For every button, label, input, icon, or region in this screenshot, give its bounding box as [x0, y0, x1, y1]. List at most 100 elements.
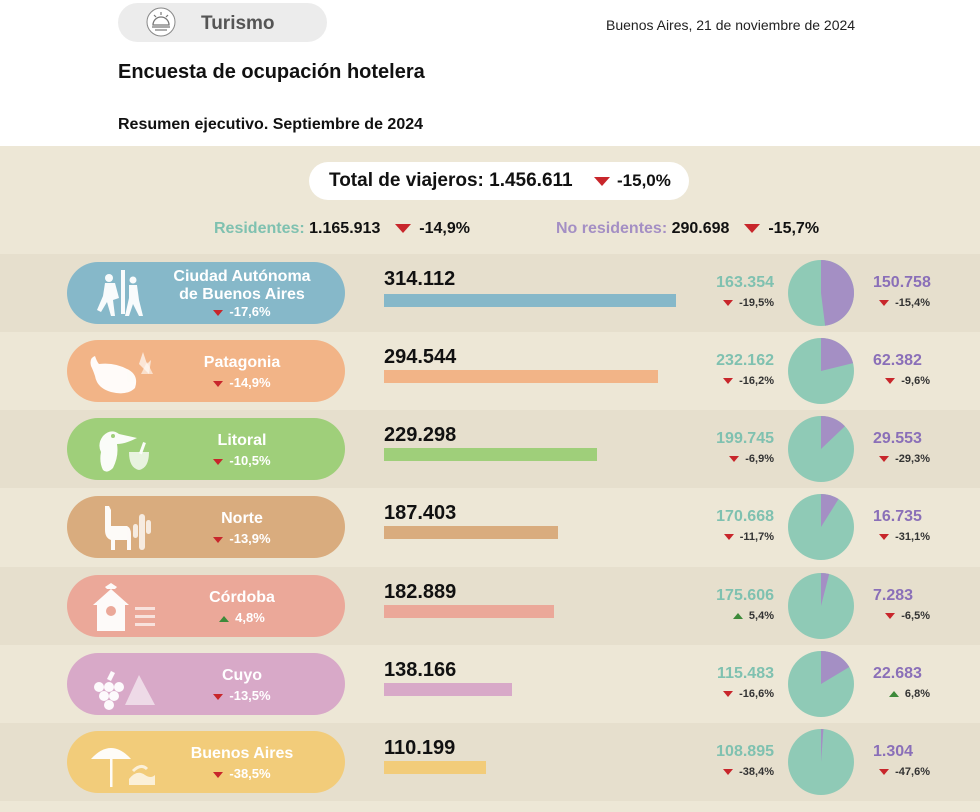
region-row: Córdoba 4,8% 182.889 175.606 5,4% 7.283 -6,5% — [0, 567, 980, 645]
region-pill: Cuyo -13,5% — [67, 653, 345, 715]
down-arrow-icon — [743, 224, 760, 234]
report-date: Buenos Aires, 21 de noviembre de 2024 — [606, 17, 856, 33]
residents-variation-value: -16,2% — [739, 375, 774, 387]
down-arrow-icon — [213, 693, 224, 700]
region-pill: Litoral -10,5% — [67, 418, 345, 480]
region-pie-chart — [788, 494, 854, 560]
residents-label: Residentes: — [214, 220, 305, 237]
residents-variation: -6,9% — [700, 453, 774, 465]
total-travelers-variation: -15,0% — [617, 171, 671, 190]
nonresidents-variation-value: -6,5% — [901, 610, 930, 622]
down-arrow-icon — [723, 378, 734, 385]
residents-variation-value: -16,6% — [739, 688, 774, 700]
region-row: Patagonia -14,9% 294.544 232.162 -16,2% 62.38… — [0, 332, 980, 410]
pie-slice-nonresidents — [821, 651, 850, 684]
region-variation-value: -13,5% — [229, 688, 271, 703]
pie-slice-nonresidents — [821, 338, 854, 371]
region-name: Litoral — [217, 432, 267, 449]
down-arrow-icon — [885, 378, 896, 385]
region-name: Ciudad Autónoma de Buenos Aires — [173, 268, 311, 303]
page-title: Encuesta de ocupación hotelera — [118, 61, 425, 83]
region-row: Norte -13,9% 187.403 170.668 -11,7% 16.735 -31… — [0, 488, 980, 566]
nonresidents-value: 62.382 — [873, 352, 922, 369]
region-total-value: 187.403 — [384, 502, 457, 524]
nonresidents-variation: -31,1% — [870, 531, 930, 543]
region-row: Buenos Aires -38,5% 110.199 108.895 -38,4% 1.… — [0, 723, 980, 801]
nonresidents-value: 150.758 — [873, 274, 931, 291]
region-pie-chart — [788, 651, 854, 717]
region-bar — [384, 683, 513, 696]
nonresidents-variation-value: -47,6% — [895, 766, 930, 778]
up-arrow-icon — [732, 613, 743, 620]
summary-panel: Total de viajeros: 1.456.611 -15,0% Resi… — [0, 146, 980, 812]
down-arrow-icon — [213, 458, 224, 465]
pie-slice-nonresidents — [821, 573, 830, 606]
residents-variation: -11,7% — [700, 531, 774, 543]
residents-variation: -19,5% — [700, 297, 774, 309]
nonresidents-variation: -29,3% — [870, 453, 930, 465]
down-arrow-icon — [879, 769, 890, 776]
region-pie-chart — [788, 729, 854, 795]
residents-value: 163.354 — [716, 274, 774, 291]
region-bar — [384, 370, 658, 383]
region-pill: Patagonia -14,9% — [67, 340, 345, 402]
region-variation-value: -13,9% — [229, 531, 271, 546]
up-arrow-icon — [219, 615, 230, 622]
nonresidents-variation-value: -29,3% — [895, 453, 930, 465]
nonresidents-value: 29.553 — [873, 430, 922, 447]
down-arrow-icon — [723, 769, 734, 776]
total-travelers-label: Total de viajeros: 1.456.611 — [329, 170, 573, 191]
nonresidents-variation-value: 6,8% — [904, 688, 930, 700]
residents-variation-value: -38,4% — [739, 766, 774, 778]
pie-slice-nonresidents — [821, 729, 824, 762]
region-variation: -13,5% — [157, 688, 327, 703]
up-arrow-icon — [888, 691, 899, 698]
region-variation-value: -10,5% — [229, 453, 271, 468]
nonresidents-variation-value: -9,6% — [901, 375, 930, 387]
region-pie-chart — [788, 338, 854, 404]
region-total-value: 138.166 — [384, 659, 457, 681]
residents-value: 170.668 — [716, 508, 774, 525]
region-pill: Norte -13,9% — [67, 496, 345, 558]
residents-value: 115.483 — [717, 665, 774, 682]
down-arrow-icon — [723, 300, 734, 307]
residents-value: 232.162 — [716, 352, 774, 369]
region-variation-value: -17,6% — [229, 304, 271, 319]
region-name: Córdoba — [209, 589, 275, 606]
birdhouse-icon — [93, 583, 155, 631]
down-arrow-icon — [394, 224, 411, 234]
pie-slice-nonresidents — [821, 260, 854, 326]
residents-value: 1.165.913 — [309, 220, 381, 237]
pie-slice-nonresidents — [821, 494, 839, 527]
region-row: Ciudad Autónoma de Buenos Aires -17,6% 314… — [0, 254, 980, 332]
nonresidents-variation-value: -15,4% — [895, 297, 930, 309]
nonresidents-value: 1.304 — [873, 743, 914, 760]
nonresidents-value: 7.283 — [873, 587, 914, 604]
region-total-value: 229.298 — [384, 424, 457, 446]
nonresidents-summary: No residentes: 290.698 -15,7% — [556, 220, 819, 238]
region-row: Cuyo -13,5% 138.166 115.483 -16,6% 22.683 6,8% — [0, 645, 980, 723]
region-bar — [384, 294, 676, 307]
residents-variation: -16,2% — [700, 375, 774, 387]
nonresidents-variation-value: -31,1% — [895, 531, 930, 543]
residents-variation-value: -19,5% — [739, 297, 774, 309]
nonresidents-variation: -47,6% — [870, 766, 930, 778]
grapes-icon — [94, 671, 155, 710]
llama-icon — [105, 506, 151, 550]
down-arrow-icon — [879, 300, 890, 307]
region-pill: Buenos Aires -38,5% — [67, 731, 345, 793]
nonresidents-label: No residentes: — [556, 220, 668, 237]
region-name: Norte — [221, 510, 263, 527]
down-arrow-icon — [213, 536, 224, 543]
down-arrow-icon — [729, 456, 740, 463]
region-pie-chart — [788, 416, 854, 482]
beach-umbrella-icon — [91, 748, 155, 787]
down-arrow-icon — [213, 380, 224, 387]
residents-value: 199.745 — [716, 430, 774, 447]
sun-horizon-icon — [146, 7, 176, 37]
region-variation: -38,5% — [157, 766, 327, 781]
residents-variation: 5,4% — [700, 610, 774, 622]
down-arrow-icon — [723, 691, 734, 698]
region-pie-chart — [788, 260, 854, 326]
page-subtitle: Resumen ejecutivo. Septiembre de 2024 — [118, 116, 424, 133]
